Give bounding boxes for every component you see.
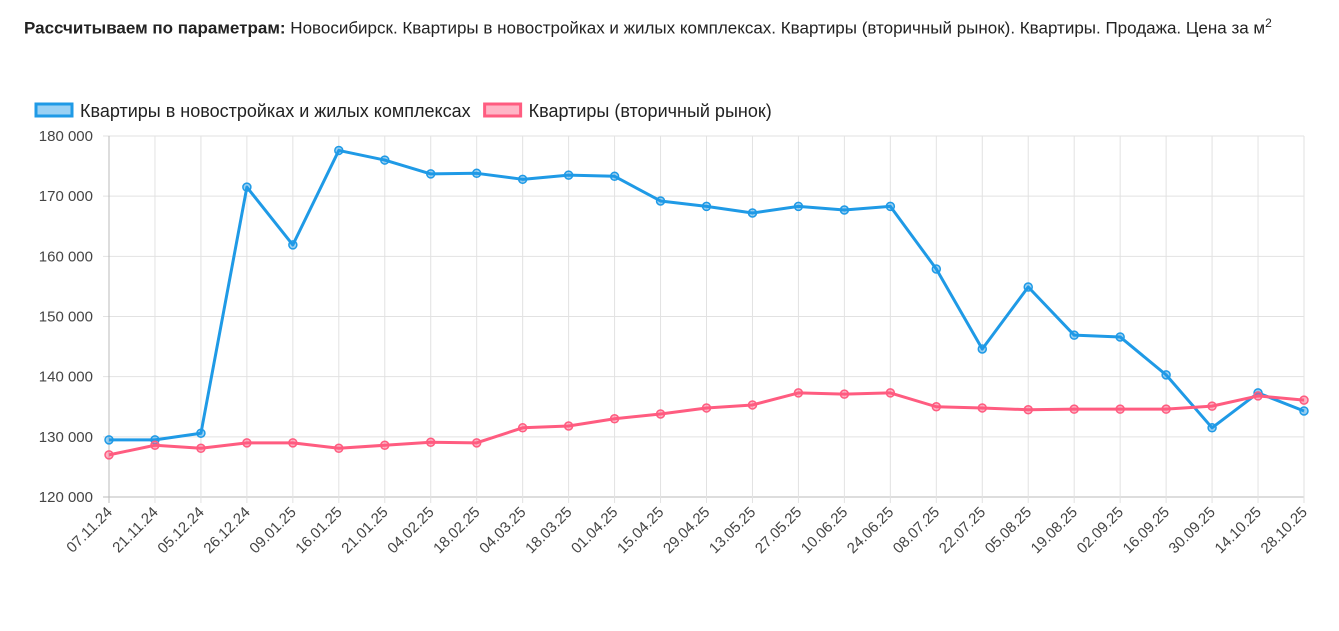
data-point — [288, 240, 298, 250]
data-point — [1115, 404, 1125, 414]
parameters-value: Новосибирск. Квартиры в новостройках и ж… — [290, 18, 1266, 38]
x-tick-label: 08.07.25 — [890, 504, 943, 557]
x-tick-label: 30.09.25 — [1166, 504, 1219, 557]
x-tick-label: 21.11.24 — [109, 504, 162, 557]
data-point — [563, 170, 574, 180]
x-tick-label: 07.11.24 — [63, 504, 116, 557]
data-point — [242, 438, 252, 448]
legend-swatch — [34, 102, 74, 118]
data-point — [334, 145, 344, 156]
data-point — [196, 443, 206, 454]
x-tick-label: 28.10.25 — [1258, 504, 1311, 557]
data-point — [885, 388, 896, 398]
data-point — [1023, 282, 1033, 292]
y-tick-label: 140 000 — [39, 369, 93, 386]
y-tick-label: 170 000 — [39, 188, 93, 205]
parameters-label: Рассчитываем по параметрам: — [24, 18, 286, 38]
data-point — [839, 205, 850, 215]
data-point — [1299, 395, 1309, 405]
data-point — [425, 169, 436, 179]
data-point — [655, 196, 666, 206]
data-point — [1161, 370, 1171, 380]
data-point — [701, 201, 712, 212]
data-point — [104, 450, 114, 460]
x-tick-label: 09.01.25 — [246, 504, 299, 557]
data-point — [609, 171, 620, 182]
data-point — [104, 435, 114, 445]
series-line-1 — [108, 391, 1305, 457]
data-point — [839, 389, 850, 399]
x-tick-label: 22.07.25 — [936, 504, 989, 557]
x-tick-label: 13.05.25 — [706, 504, 759, 557]
x-tick-label: 16.01.25 — [292, 504, 345, 557]
data-point — [150, 440, 160, 451]
x-tick-label: 05.08.25 — [982, 504, 1035, 557]
data-point — [609, 414, 620, 424]
x-tick-label: 29.04.25 — [660, 504, 713, 557]
y-tick-label: 180 000 — [39, 128, 93, 145]
data-point — [701, 403, 712, 413]
data-point — [1207, 423, 1217, 433]
x-tick-label: 04.02.25 — [384, 504, 437, 557]
x-tick-label: 27.05.25 — [752, 504, 805, 557]
data-point — [242, 182, 252, 192]
data-point — [1069, 404, 1079, 414]
y-tick-label: 160 000 — [39, 248, 93, 265]
legend-item: Квартиры (вторичный рынок) — [529, 101, 772, 121]
x-tick-label: 01.04.25 — [568, 504, 621, 557]
data-point — [471, 168, 482, 179]
legend-item: Квартиры в новостройках и жилых комплекс… — [80, 101, 471, 121]
legend-swatch — [483, 102, 523, 118]
data-point — [1207, 401, 1217, 411]
y-tick-label: 130 000 — [39, 429, 93, 446]
data-point — [1299, 406, 1309, 416]
x-tick-label: 16.09.25 — [1120, 504, 1173, 557]
x-tick-label: 18.03.25 — [522, 504, 575, 557]
data-point — [1115, 332, 1125, 342]
data-point — [563, 421, 574, 431]
data-point — [380, 155, 390, 165]
x-tick-label: 05.12.24 — [154, 504, 207, 557]
y-tick-label: 120 000 — [39, 489, 93, 506]
data-point — [793, 388, 804, 398]
data-point — [334, 443, 344, 454]
parameters-text: Рассчитываем по параметрам: Новосибирск.… — [24, 8, 1314, 44]
data-point — [977, 403, 988, 413]
data-point — [885, 201, 896, 212]
superscript: 2 — [1265, 16, 1272, 30]
x-tick-label: 04.03.25 — [476, 504, 529, 557]
data-point — [931, 402, 942, 412]
data-point — [747, 208, 758, 218]
x-tick-label: 21.01.25 — [338, 504, 391, 557]
data-point — [425, 437, 436, 447]
data-point — [517, 423, 528, 433]
x-tick-label: 02.09.25 — [1074, 504, 1127, 557]
data-point — [655, 409, 666, 419]
data-point — [517, 174, 528, 185]
x-tick-label: 18.02.25 — [430, 504, 483, 557]
x-tick-label: 19.08.25 — [1028, 504, 1081, 557]
data-point — [380, 440, 390, 451]
data-point — [288, 438, 298, 448]
data-point — [977, 344, 988, 354]
data-point — [931, 264, 942, 274]
data-point — [1023, 405, 1033, 415]
x-tick-label: 14.10.25 — [1212, 504, 1265, 557]
data-point — [1161, 404, 1171, 414]
data-point — [471, 438, 482, 448]
x-tick-label: 24.06.25 — [844, 504, 897, 557]
x-tick-label: 10.06.25 — [798, 504, 851, 557]
data-point — [747, 400, 758, 410]
data-point — [1069, 330, 1079, 340]
data-point — [1253, 391, 1263, 401]
data-point — [793, 201, 804, 212]
x-tick-label: 15.04.25 — [614, 504, 667, 557]
x-tick-label: 26.12.24 — [200, 504, 253, 557]
series-line-0 — [109, 148, 1305, 442]
y-tick-label: 150 000 — [39, 309, 93, 326]
data-point — [196, 428, 206, 438]
